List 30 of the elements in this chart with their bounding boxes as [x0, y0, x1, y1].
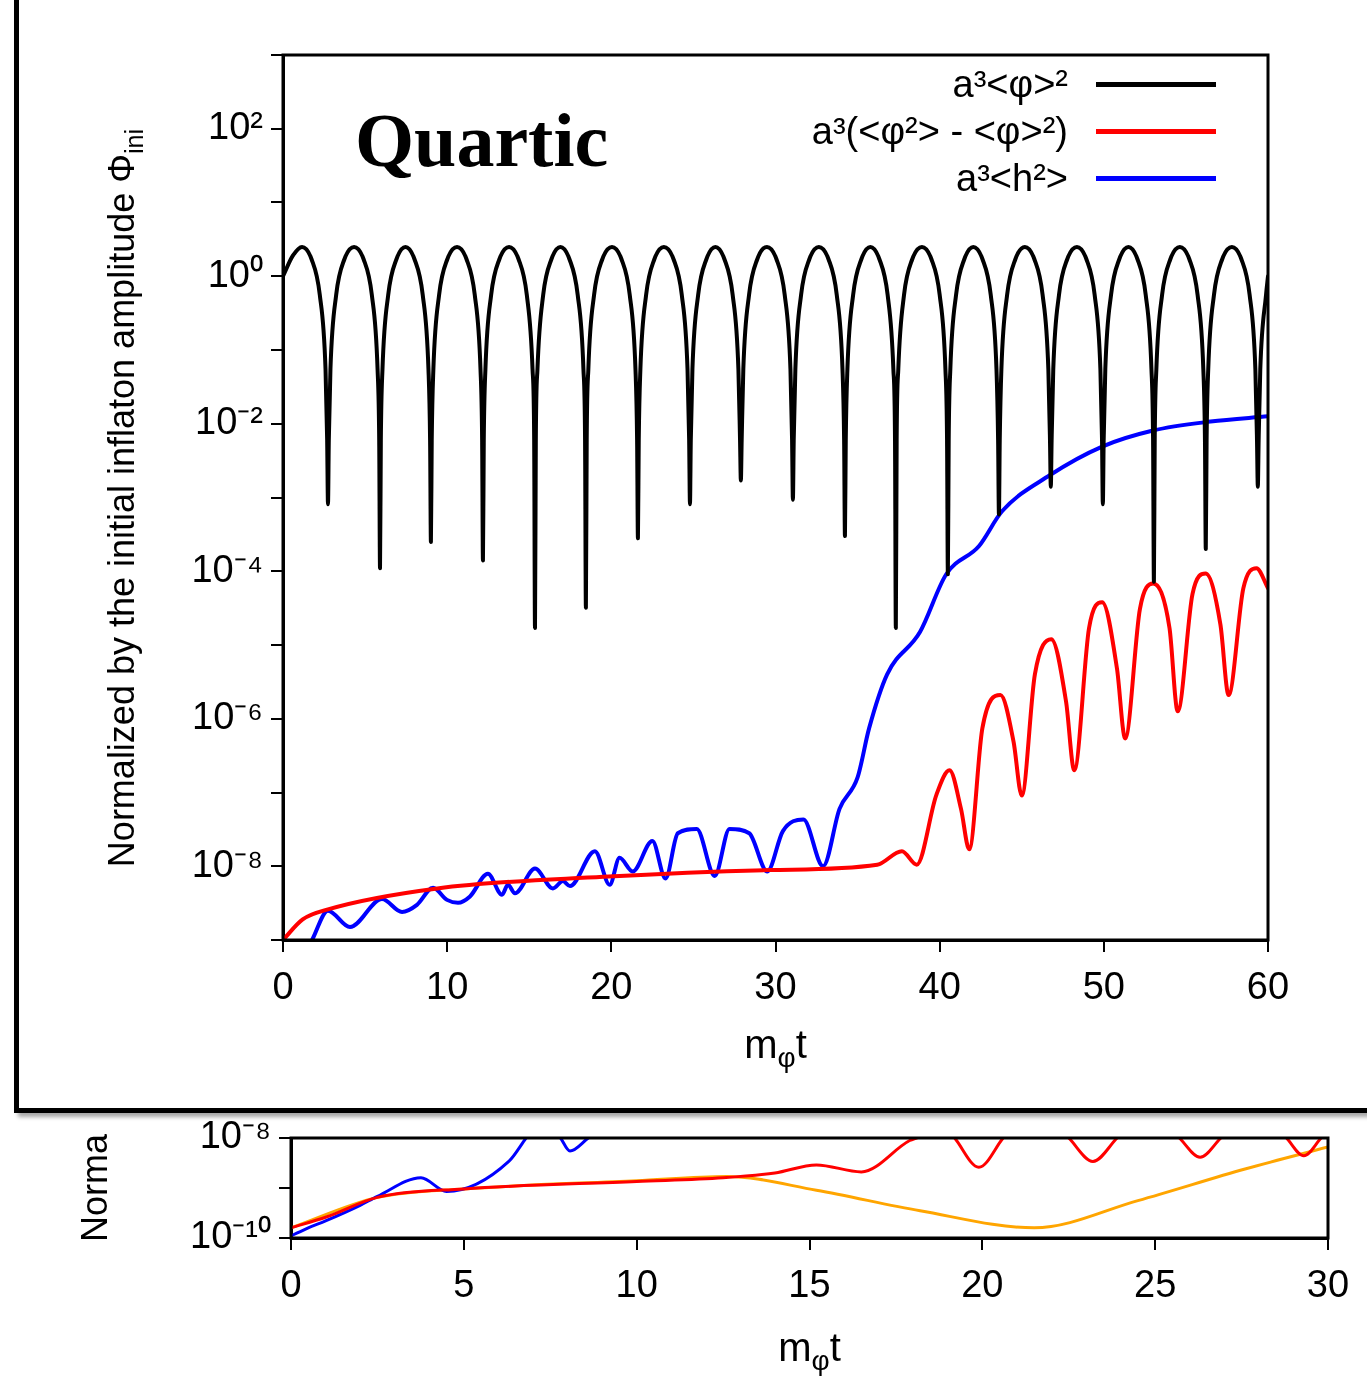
x-tick-label: 10	[615, 1263, 658, 1306]
x-tick-label: 20	[590, 965, 633, 1008]
x-tick-label: 20	[961, 1263, 1004, 1306]
x-tick-label: 0	[272, 965, 294, 1008]
x-tick-label: 25	[1134, 1263, 1177, 1306]
y-tick-label: 10⁻²	[195, 400, 263, 443]
x-tick-label: 0	[280, 1263, 302, 1306]
y-axis-title: Norma	[74, 1133, 116, 1243]
x-tick-label: 15	[788, 1263, 831, 1306]
x-tick-label: 40	[918, 965, 961, 1008]
legend-label: a³(<φ²> - <φ>²)	[811, 110, 1068, 153]
x-tick-label: 60	[1246, 965, 1290, 1008]
line-series	[310, 414, 1268, 940]
x-axis-title: m$_{φ}$t	[778, 1325, 841, 1377]
y-tick-label: 10²	[208, 105, 263, 148]
y-tick-label: 10⁻¹⁰	[190, 1214, 271, 1257]
y-tick-label: 10⁻⁴	[191, 547, 263, 590]
x-tick-label: 5	[453, 1263, 475, 1306]
legend-label: a³<φ>²	[952, 63, 1068, 106]
x-axis-title: m$_{φ}$t	[744, 1022, 807, 1074]
legend-label: a³<h²>	[956, 157, 1068, 200]
y-tick-label: 10⁻⁶	[192, 695, 263, 738]
x-tick-label: 10	[426, 965, 469, 1008]
x-tick-label: 30	[754, 965, 797, 1008]
y-tick-label: 10⁰	[207, 252, 263, 295]
x-tick-label: 50	[1082, 965, 1125, 1008]
annotation: Quartic	[355, 97, 609, 184]
y-tick-label: 10⁻⁸	[191, 842, 263, 885]
x-tick-label: 30	[1306, 1263, 1350, 1306]
y-tick-label: 10⁻⁸	[199, 1114, 271, 1157]
